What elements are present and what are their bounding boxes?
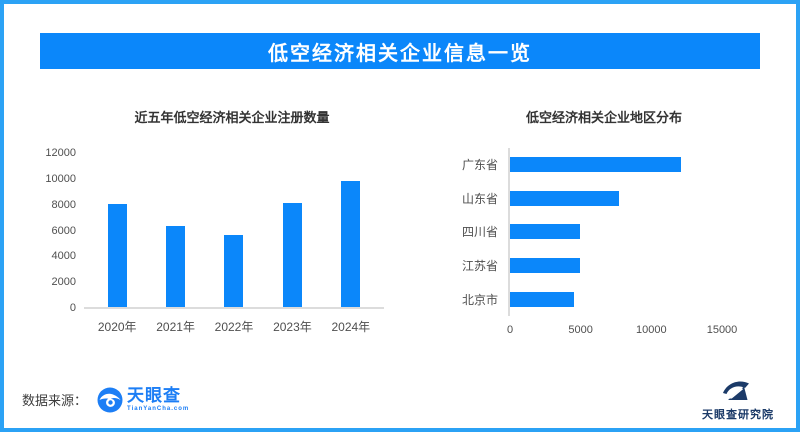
- left-chart-title: 近五年低空经济相关企业注册数量: [134, 110, 330, 125]
- left-x-label-2020年: 2020年: [97, 320, 137, 334]
- tianyancha-logo-text: 天眼查 TianYanCha.com: [127, 387, 189, 412]
- left-y-tick-12000: 12000: [45, 147, 76, 159]
- right-chart-category-labels: 广东省山东省四川省江苏省北京市: [444, 148, 498, 316]
- data-source: 数据来源： 天眼查 TianYanCha.com: [22, 387, 189, 413]
- tianyancha-logo: 天眼查 TianYanCha.com: [97, 387, 189, 413]
- right-x-tick-15000: 15000: [706, 324, 738, 336]
- left-x-label-2023年: 2023年: [273, 320, 312, 334]
- bar-2024年: [341, 181, 361, 307]
- right-category-四川省: 四川省: [461, 225, 498, 240]
- right-category-山东省: 山东省: [461, 191, 498, 206]
- tianyancha-domain: TianYanCha.com: [127, 406, 190, 412]
- region-bar-chart: 低空经济相关企业地区分布 广东省山东省四川省江苏省北京市 0 5000 10000 1…: [444, 107, 764, 338]
- bar-广东省: [510, 157, 681, 173]
- right-chart-plot-area: 广东省山东省四川省江苏省北京市: [444, 148, 764, 316]
- left-chart-plot-area: 0 2000 4000 6000 8000 10000 12000: [32, 148, 424, 314]
- bar-2021年: [166, 225, 186, 307]
- registrations-bar-chart: 近五年低空经济相关企业注册数量 0 2000 4000 6000 8000 10000 12…: [32, 107, 424, 338]
- right-category-广东省: 广东省: [461, 158, 498, 173]
- institute-label: 天眼查研究院: [702, 409, 774, 421]
- right-x-tick-5000: 5000: [568, 324, 593, 336]
- right-x-tick-10000: 10000: [636, 324, 667, 336]
- bar-北京市: [510, 291, 575, 307]
- institute-eye-icon: [723, 381, 749, 400]
- left-chart-x-labels: 2020年 2021年 2022年 2023年 2024年: [84, 318, 384, 335]
- bar-山东省: [510, 190, 619, 206]
- bar-江苏省: [510, 258, 580, 274]
- page-title: 低空经济相关企业信息一览: [268, 42, 532, 65]
- data-source-label: 数据来源：: [22, 393, 88, 408]
- tianyancha-name: 天眼查: [127, 386, 182, 405]
- right-chart-bars: [508, 148, 720, 316]
- left-y-tick-6000: 6000: [51, 224, 76, 237]
- bar-2020年: [107, 204, 127, 307]
- left-y-tick-2000: 2000: [51, 276, 76, 289]
- left-x-label-2022年: 2022年: [214, 320, 254, 334]
- right-category-北京市: 北京市: [461, 292, 498, 307]
- bar-2022年: [224, 235, 244, 307]
- bar-四川省: [510, 224, 580, 240]
- left-y-tick-0: 0: [69, 302, 76, 314]
- institute-logo: 天眼查研究院: [702, 377, 774, 422]
- right-chart-title: 低空经济相关企业地区分布: [525, 110, 682, 125]
- left-y-tick-4000: 4000: [51, 250, 76, 263]
- left-y-tick-8000: 8000: [51, 198, 76, 211]
- left-x-label-2021年: 2021年: [156, 320, 195, 334]
- right-category-江苏省: 江苏省: [461, 259, 498, 274]
- footer: 数据来源： 天眼查 TianYanCha.com 天眼查研究院: [22, 377, 774, 422]
- right-chart-x-axis: 0 5000 10000 15000: [506, 324, 737, 338]
- left-chart-bars: [84, 152, 384, 309]
- right-x-tick-0: 0: [506, 324, 514, 336]
- tianyancha-eye-icon: [97, 387, 123, 412]
- left-x-label-2024年: 2024年: [331, 320, 371, 334]
- left-y-tick-10000: 10000: [45, 172, 76, 185]
- charts-row: 近五年低空经济相关企业注册数量 0 2000 4000 6000 8000 10000 12…: [4, 107, 796, 338]
- bar-2023年: [282, 203, 302, 307]
- left-chart-y-axis: 0 2000 4000 6000 8000 10000 12000: [32, 148, 84, 314]
- page-title-banner: 低空经济相关企业信息一览: [40, 33, 760, 69]
